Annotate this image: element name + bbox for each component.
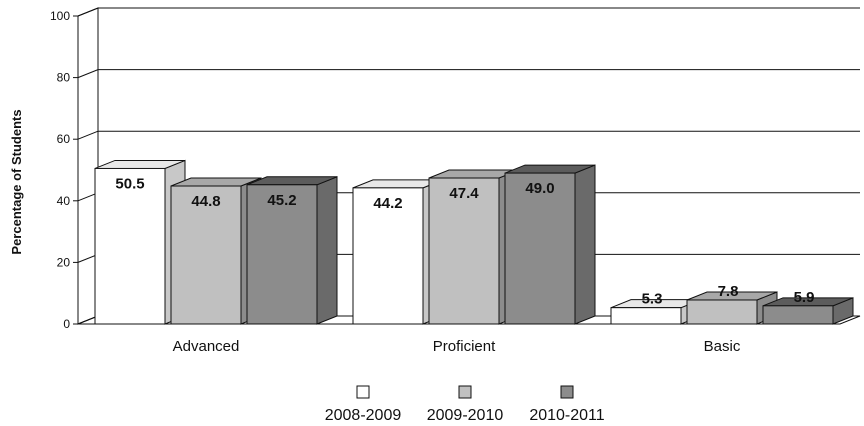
y-tick-label: 0 — [63, 317, 70, 331]
category-label: Basic — [704, 338, 741, 355]
y-tick-label: 20 — [57, 255, 71, 269]
bar-front — [504, 172, 576, 325]
legend: 2008-2009 2009-2010 2010-2011 — [325, 385, 605, 424]
data-label: 44.2 — [373, 195, 402, 212]
data-label: 7.8 — [718, 283, 739, 300]
bar-front — [94, 167, 166, 325]
bar: 45.2 — [246, 176, 338, 325]
legend-swatch — [560, 385, 574, 399]
data-label: 5.3 — [642, 291, 663, 308]
gridline-side — [77, 130, 99, 140]
data-label: 5.9 — [794, 289, 815, 306]
bar-front — [428, 177, 500, 325]
legend-label: 2009-2010 — [427, 407, 504, 424]
bar-front — [762, 305, 834, 325]
legend-item: 2009-2010 — [427, 385, 504, 424]
data-label: 49.0 — [525, 180, 554, 197]
bar-front — [246, 184, 318, 325]
bar: 5.9 — [762, 289, 854, 325]
category-labels: Advanced Proficient Basic — [173, 338, 741, 355]
category-label: Proficient — [433, 338, 496, 355]
gridline-side — [77, 69, 99, 79]
y-tick-label: 60 — [57, 132, 71, 146]
bar-front — [352, 187, 424, 325]
y-axis-label: Percentage of Students — [9, 109, 24, 254]
legend-label: 2008-2009 — [325, 407, 402, 424]
legend-item: 2008-2009 — [325, 385, 402, 424]
y-tick-label: 80 — [57, 71, 71, 85]
bars: 50.5 44.8 45.2 44.2 47.4 49.0 5.3 7.8 5.9 — [94, 159, 854, 325]
gridline-side — [77, 7, 99, 17]
bar-front — [170, 185, 242, 325]
y-tick-label: 40 — [57, 194, 71, 208]
bar-side — [574, 164, 596, 325]
data-label: 45.2 — [267, 192, 296, 209]
legend-swatch — [458, 385, 472, 399]
data-label: 47.4 — [449, 185, 479, 202]
legend-item: 2010-2011 — [529, 385, 605, 424]
bar-side — [316, 176, 338, 325]
legend-swatch — [356, 385, 370, 399]
y-tick-label: 100 — [50, 9, 70, 23]
legend-label: 2010-2011 — [529, 407, 604, 424]
bar: 49.0 — [504, 164, 596, 325]
bar-front — [686, 299, 758, 325]
category-label: Advanced — [173, 338, 240, 355]
data-label: 44.8 — [191, 193, 220, 210]
bar-front — [610, 307, 682, 325]
y-axis-ticks: 0 20 40 60 80 100 — [50, 9, 78, 331]
data-label: 50.5 — [115, 175, 144, 192]
